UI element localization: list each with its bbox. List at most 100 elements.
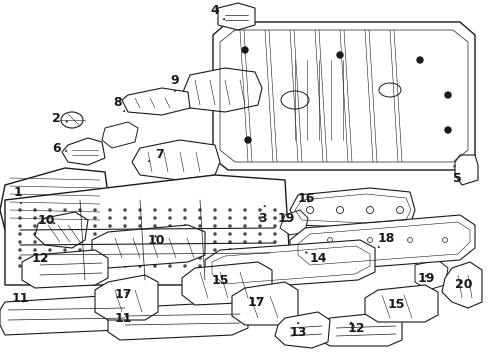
Text: 6: 6 [52,141,66,154]
Text: 5: 5 [452,166,461,184]
Circle shape [94,233,96,235]
Circle shape [213,233,216,235]
Polygon shape [22,250,108,288]
Circle shape [34,257,36,259]
Polygon shape [132,140,220,180]
Circle shape [154,217,156,219]
Circle shape [244,233,245,235]
Text: 4: 4 [209,4,224,19]
Circle shape [244,257,245,259]
Circle shape [139,217,141,219]
Circle shape [79,217,81,219]
Circle shape [168,233,171,235]
Circle shape [258,249,261,251]
Polygon shape [108,302,247,340]
Circle shape [168,209,171,211]
Circle shape [19,257,21,259]
Circle shape [108,249,111,251]
Circle shape [168,225,171,227]
Circle shape [49,265,51,267]
Circle shape [108,225,111,227]
Circle shape [19,209,21,211]
Ellipse shape [61,112,83,128]
Circle shape [63,209,66,211]
Circle shape [228,265,231,267]
Circle shape [183,217,186,219]
Polygon shape [274,312,329,348]
Text: 1: 1 [14,185,23,204]
Circle shape [34,225,36,227]
Circle shape [34,265,36,267]
Circle shape [228,209,231,211]
Circle shape [63,241,66,243]
Text: 7: 7 [148,148,163,162]
Circle shape [34,209,36,211]
Circle shape [139,257,141,259]
Circle shape [154,233,156,235]
Circle shape [168,257,171,259]
Circle shape [49,209,51,211]
Circle shape [228,249,231,251]
Polygon shape [289,188,414,228]
Circle shape [444,127,450,133]
Circle shape [273,209,276,211]
Circle shape [94,249,96,251]
Text: 2: 2 [52,112,67,125]
Circle shape [108,209,111,211]
Circle shape [242,47,247,53]
Circle shape [94,217,96,219]
Circle shape [19,225,21,227]
Circle shape [273,249,276,251]
Text: 14: 14 [305,252,327,265]
Text: 3: 3 [258,206,266,225]
Circle shape [63,225,66,227]
Circle shape [154,241,156,243]
Circle shape [79,241,81,243]
Circle shape [199,233,201,235]
Circle shape [244,265,245,267]
Circle shape [258,217,261,219]
Circle shape [444,92,450,98]
Polygon shape [204,240,374,290]
Polygon shape [102,122,138,148]
Circle shape [139,233,141,235]
Circle shape [19,217,21,219]
Circle shape [49,225,51,227]
Circle shape [49,217,51,219]
Text: 9: 9 [170,73,178,92]
Circle shape [168,265,171,267]
Circle shape [94,241,96,243]
Circle shape [273,265,276,267]
Text: 19: 19 [278,211,295,225]
Circle shape [123,217,126,219]
Circle shape [183,265,186,267]
Circle shape [154,209,156,211]
Polygon shape [62,138,105,165]
Circle shape [336,52,342,58]
Polygon shape [92,225,204,268]
Circle shape [273,217,276,219]
Circle shape [199,241,201,243]
Polygon shape [213,22,474,170]
Circle shape [244,241,245,243]
Circle shape [34,233,36,235]
Circle shape [258,209,261,211]
Circle shape [108,233,111,235]
Circle shape [79,265,81,267]
Circle shape [244,249,245,251]
Circle shape [123,225,126,227]
Circle shape [244,209,245,211]
Text: 17: 17 [115,288,132,302]
Circle shape [213,257,216,259]
Circle shape [258,233,261,235]
Circle shape [139,209,141,211]
Text: 17: 17 [247,296,265,309]
Text: 11: 11 [115,311,132,324]
Polygon shape [289,215,474,272]
Text: 12: 12 [32,252,49,265]
Circle shape [273,225,276,227]
Circle shape [19,241,21,243]
Circle shape [123,249,126,251]
Circle shape [213,265,216,267]
Text: 19: 19 [417,271,434,284]
